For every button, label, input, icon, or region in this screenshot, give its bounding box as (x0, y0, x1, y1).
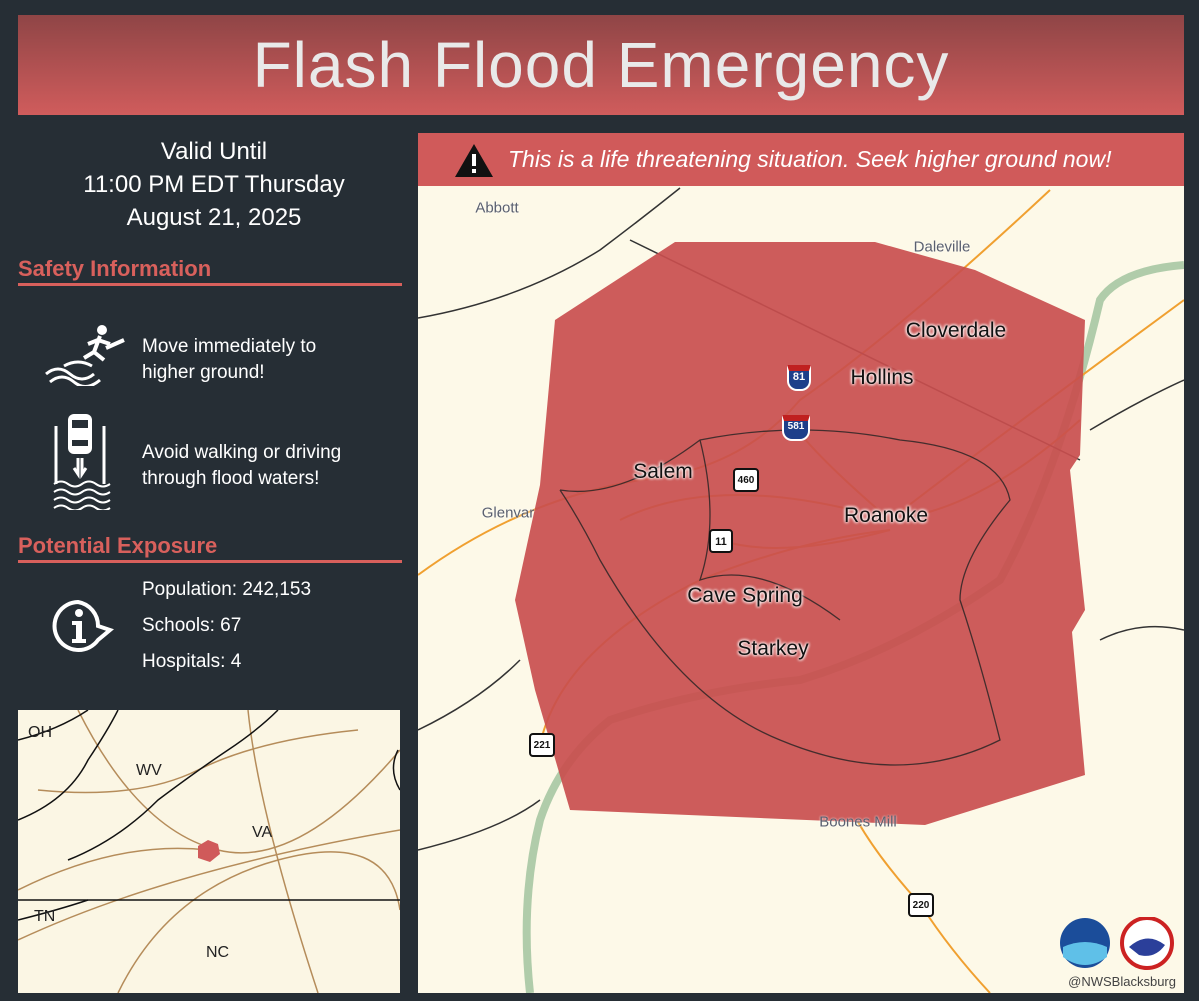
shield-us460: 460 (733, 468, 759, 492)
main-map: This is a life threatening situation. Se… (418, 133, 1184, 993)
shield-i81: 81 (787, 365, 811, 391)
shield-i581: 581 (782, 415, 810, 441)
warning-icon (455, 143, 493, 177)
inset-label-oh: OH (28, 724, 52, 741)
nws-handle: @NWSBlacksburg (1068, 974, 1176, 989)
inset-label-va: VA (252, 824, 273, 841)
place-glenvar: Glenvar (481, 504, 535, 522)
inset-map-lines (18, 710, 400, 993)
place-daleville: Daleville (913, 238, 971, 256)
safety-tip-2: Avoid walking or driving through flood w… (142, 442, 342, 489)
place-cave-spring: Cave Spring (687, 584, 803, 607)
shield-us221: 221 (529, 733, 555, 757)
place-boones-mill: Boones Mill (819, 813, 897, 831)
map-features (418, 187, 1184, 993)
valid-until: Valid Until 11:00 PM EDT Thursday August… (18, 135, 410, 234)
inset-label-wv: WV (136, 762, 162, 779)
inset-label-tn: TN (34, 908, 56, 925)
noaa-nws-logos (1060, 917, 1174, 970)
title: Flash Flood Emergency (252, 29, 950, 101)
info-icon (52, 599, 114, 652)
warning-polygon (515, 242, 1085, 825)
alert-text: This is a life threatening situation. Se… (508, 146, 1112, 172)
population: Population: 242,153 (142, 579, 312, 600)
shield-us220: 220 (908, 893, 934, 917)
shield-us11: 11 (709, 529, 733, 553)
place-cloverdale: Cloverdale (905, 319, 1007, 342)
safety-tip-1: Move immediately to higher ground! (142, 336, 317, 383)
car-in-water-icon (53, 414, 111, 510)
place-abbott: Abbott (475, 199, 519, 217)
exposure-heading: Potential Exposure (18, 533, 402, 563)
place-salem: Salem (633, 460, 693, 483)
valid-label: Valid Until (160, 138, 268, 165)
place-hollins: Hollins (850, 366, 914, 389)
inset-map: OH WV VA TN NC (18, 710, 400, 993)
place-roanoke: Roanoke (843, 504, 929, 527)
flee-flood-icon (45, 325, 125, 386)
inset-label-nc: NC (206, 944, 230, 961)
inset-warning-area (198, 840, 220, 862)
title-banner: Flash Flood Emergency (18, 15, 1184, 115)
alert-bar: This is a life threatening situation. Se… (418, 133, 1184, 186)
valid-date: August 21, 2025 (126, 204, 302, 231)
safety-heading: Safety Information (18, 256, 402, 286)
valid-time: 11:00 PM EDT Thursday (83, 171, 345, 198)
hospitals: Hospitals: 4 (142, 651, 242, 672)
schools: Schools: 67 (142, 615, 242, 636)
place-starkey: Starkey (737, 637, 809, 660)
